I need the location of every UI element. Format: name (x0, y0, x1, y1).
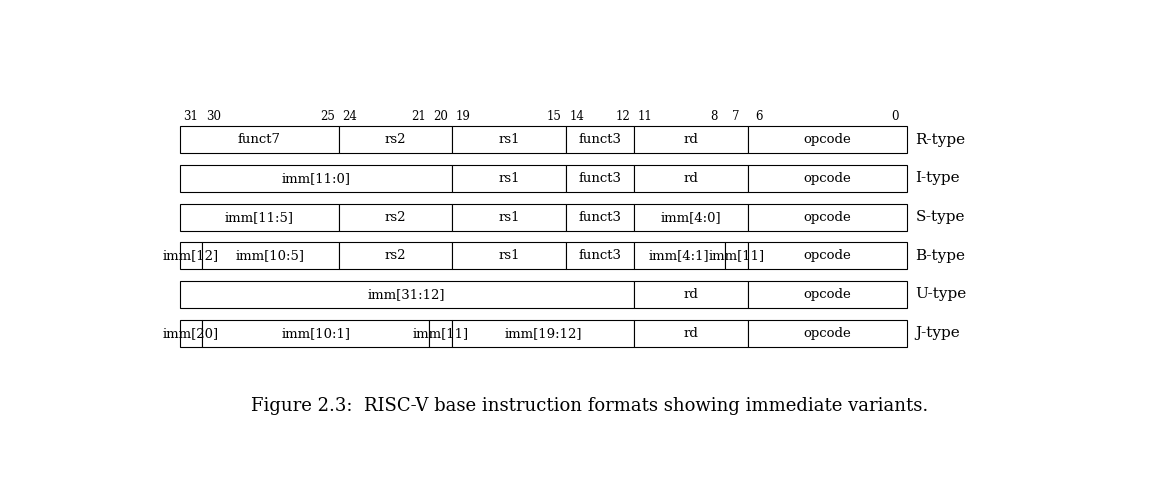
Text: 31: 31 (183, 111, 198, 124)
Bar (203, 320, 429, 347)
Bar (180, 204, 338, 230)
Text: 20: 20 (434, 111, 448, 124)
Bar (747, 127, 907, 153)
Bar (452, 242, 566, 269)
Text: funct3: funct3 (578, 249, 622, 262)
Bar (725, 242, 747, 269)
Text: I-type: I-type (915, 171, 960, 185)
Bar (338, 127, 452, 153)
Bar (634, 281, 747, 308)
Text: opcode: opcode (803, 172, 851, 185)
Bar (747, 242, 907, 269)
Bar (634, 204, 747, 230)
Text: imm[11:5]: imm[11:5] (224, 211, 294, 224)
Text: rd: rd (684, 288, 699, 301)
Text: R-type: R-type (915, 133, 966, 147)
Bar (180, 127, 338, 153)
Text: funct7: funct7 (237, 133, 281, 146)
Text: rs1: rs1 (498, 249, 520, 262)
Bar (452, 204, 566, 230)
Text: Figure 2.3:  RISC-V base instruction formats showing immediate variants.: Figure 2.3: RISC-V base instruction form… (251, 397, 929, 415)
Bar (747, 281, 907, 308)
Text: imm[10:5]: imm[10:5] (236, 249, 305, 262)
Text: opcode: opcode (803, 133, 851, 146)
Text: B-type: B-type (915, 249, 966, 263)
Text: opcode: opcode (803, 288, 851, 301)
Text: 7: 7 (732, 111, 740, 124)
Bar (566, 204, 634, 230)
Text: imm[4:0]: imm[4:0] (661, 211, 721, 224)
Text: rd: rd (684, 172, 699, 185)
Bar (338, 204, 452, 230)
Text: 8: 8 (710, 111, 717, 124)
Bar (338, 242, 452, 269)
Text: imm[11]: imm[11] (413, 327, 468, 340)
Text: 19: 19 (456, 111, 471, 124)
Bar (429, 320, 452, 347)
Text: rs2: rs2 (384, 211, 406, 224)
Text: imm[10:1]: imm[10:1] (281, 327, 350, 340)
Text: opcode: opcode (803, 249, 851, 262)
Text: S-type: S-type (915, 210, 965, 224)
Text: imm[4:1]: imm[4:1] (649, 249, 710, 262)
Text: funct3: funct3 (578, 133, 622, 146)
Bar (566, 165, 634, 192)
Text: rs2: rs2 (384, 249, 406, 262)
Text: 11: 11 (638, 111, 653, 124)
Text: U-type: U-type (915, 287, 967, 301)
Bar (634, 127, 747, 153)
Bar (180, 281, 634, 308)
Bar (566, 127, 634, 153)
Bar (180, 320, 203, 347)
Text: 14: 14 (570, 111, 585, 124)
Text: imm[31:12]: imm[31:12] (368, 288, 445, 301)
Bar (747, 320, 907, 347)
Text: rs1: rs1 (498, 133, 520, 146)
Text: rs1: rs1 (498, 172, 520, 185)
Text: imm[11]: imm[11] (708, 249, 764, 262)
Text: imm[12]: imm[12] (162, 249, 219, 262)
Text: imm[20]: imm[20] (162, 327, 219, 340)
Bar (634, 242, 725, 269)
Text: 21: 21 (411, 111, 426, 124)
Text: J-type: J-type (915, 326, 960, 340)
Text: rs1: rs1 (498, 211, 520, 224)
Text: opcode: opcode (803, 211, 851, 224)
Bar (634, 320, 747, 347)
Text: funct3: funct3 (578, 211, 622, 224)
Text: 6: 6 (755, 111, 763, 124)
Text: imm[19:12]: imm[19:12] (504, 327, 581, 340)
Bar (452, 320, 634, 347)
Text: 25: 25 (320, 111, 335, 124)
Bar (747, 165, 907, 192)
Bar (180, 165, 452, 192)
Text: 15: 15 (547, 111, 562, 124)
Bar (566, 242, 634, 269)
Text: 12: 12 (615, 111, 630, 124)
Text: 24: 24 (343, 111, 357, 124)
Text: 0: 0 (891, 111, 899, 124)
Text: 30: 30 (206, 111, 221, 124)
Text: rs2: rs2 (384, 133, 406, 146)
Bar (452, 127, 566, 153)
Text: opcode: opcode (803, 327, 851, 340)
Bar (180, 242, 203, 269)
Text: rd: rd (684, 133, 699, 146)
Text: imm[11:0]: imm[11:0] (281, 172, 350, 185)
Bar (747, 204, 907, 230)
Text: rd: rd (684, 327, 699, 340)
Bar (634, 165, 747, 192)
Bar (452, 165, 566, 192)
Text: funct3: funct3 (578, 172, 622, 185)
Bar (203, 242, 338, 269)
